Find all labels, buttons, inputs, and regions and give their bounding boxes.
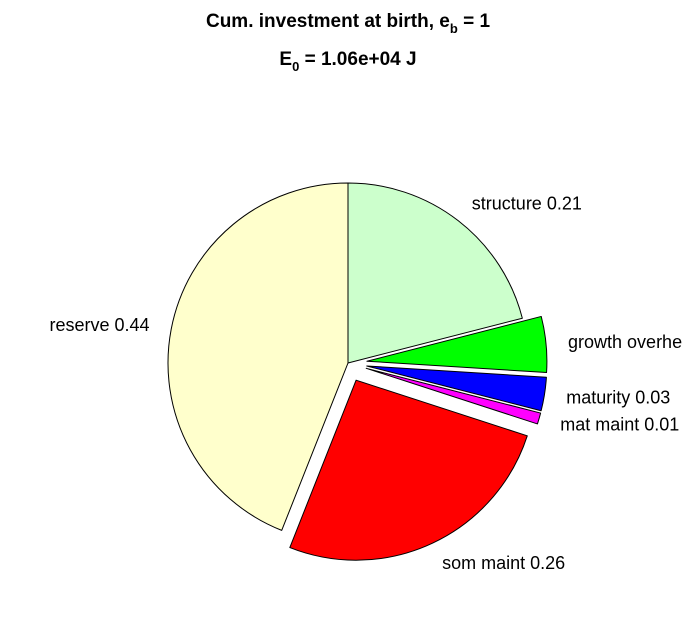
pie-slice-maturity bbox=[366, 365, 547, 412]
pie-slice-reserve bbox=[167, 182, 349, 531]
slice-label-growth-overhead: growth overhe bbox=[568, 332, 682, 352]
slice-label-structure: structure 0.21 bbox=[472, 193, 582, 213]
pie-slice-som-maint bbox=[289, 379, 528, 561]
chart-title-line-1: Cum. investment at birth, eb = 1 bbox=[206, 11, 490, 36]
chart-title-line-2: E0 = 1.06e+04 J bbox=[279, 49, 416, 74]
slice-label-maturity: maturity 0.03 bbox=[566, 388, 670, 408]
slice-label-reserve: reserve 0.44 bbox=[50, 315, 150, 335]
pie-slice-structure bbox=[347, 182, 523, 364]
pie-slice-mat-maint bbox=[365, 367, 542, 425]
pie-labels: structure 0.21 growth overhe maturity 0.03… bbox=[50, 193, 683, 573]
slice-label-som-maint: som maint 0.26 bbox=[442, 553, 565, 573]
pie-slices bbox=[167, 182, 548, 561]
pie-slice-growth-overhead bbox=[366, 315, 548, 374]
slice-label-mat-maint: mat maint 0.01 bbox=[560, 415, 679, 435]
